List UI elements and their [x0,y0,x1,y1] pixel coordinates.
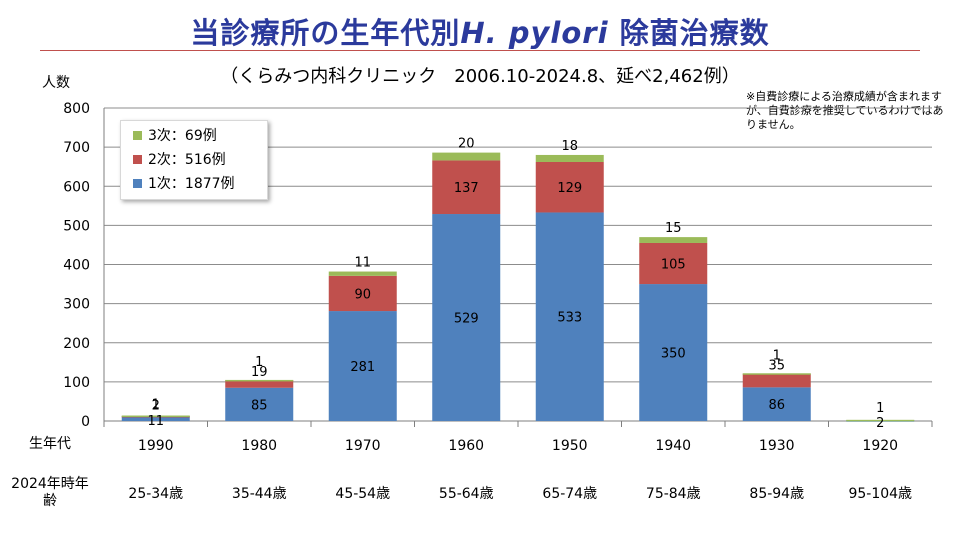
data-label: 11 [354,256,371,271]
data-label: 1 [773,348,781,363]
age-label: 35-44歳 [232,486,287,502]
data-label: 129 [557,181,582,196]
age-label: 45-54歳 [335,486,390,502]
bar-segment [328,271,397,276]
data-label: 529 [454,312,479,327]
footnote: ※自費診療による治療成績が含まれますが、自費診療を推奨しているわけではありません… [746,90,944,131]
data-label: 1 [152,398,160,413]
legend-label-3rd: 3次：69例 [148,128,217,144]
data-label: 533 [557,311,582,326]
bar-segment [639,242,708,285]
y-tick-label: 300 [63,297,90,313]
y-tick-label: 100 [63,375,90,391]
data-label: 20 [458,137,475,152]
bar-segment [225,379,294,382]
y-tick-label: 200 [63,336,90,352]
bar-segment [742,373,811,388]
age-label: 65-74歳 [542,486,597,502]
bar-segment [639,284,708,421]
chart-subtitle: （くらみつ内科クリニック 2006.10-2024.8、延べ2,462例） [220,66,740,87]
data-label: 86 [768,398,785,413]
row-label-birth-decade: 生年代 [29,436,71,452]
y-tick-label: 400 [63,258,90,274]
data-label: 105 [661,258,686,273]
y-tick-label: 600 [63,179,90,195]
legend-item-1st: 1次：1877例 [133,173,235,193]
age-label: 55-64歳 [439,486,494,502]
row-label-age: 2024年時年齢 [11,476,89,509]
x-tick-label: 1930 [759,438,795,454]
data-label: 350 [661,347,686,362]
bar-segment [742,373,811,375]
title-rule [40,50,920,51]
bar-segment [225,387,294,421]
title-italic: H. pylori [460,16,609,50]
bar-segment [535,154,604,162]
y-tick-label: 800 [63,101,90,117]
data-label: 1 [876,401,884,416]
bar-segment [432,214,501,421]
legend-swatch-2nd [133,154,142,164]
x-tick-label: 1940 [655,438,691,454]
bar-segment [535,161,604,213]
legend-label-2nd: 2次：516例 [148,152,226,168]
age-label: 85-94歳 [749,486,804,502]
data-label: 281 [350,360,375,375]
legend-swatch-3rd [133,130,142,140]
age-label: 75-84歳 [646,486,701,502]
data-label: 2 [876,416,884,431]
legend-label-1st: 1次：1877例 [148,176,235,192]
data-label: 11 [147,414,164,429]
x-tick-label: 1920 [862,438,898,454]
bar-segment [121,416,190,421]
x-tick-label: 1960 [448,438,484,454]
x-tick-label: 1970 [345,438,381,454]
y-axis-unit-label: 人数 [42,75,70,91]
x-tick-label: 1990 [138,438,174,454]
data-label: 15 [665,221,682,236]
legend-item-3rd: 3次：69例 [133,125,217,145]
bar-segment [639,237,708,243]
x-tick-label: 1950 [552,438,588,454]
title-end: 除菌治療数 [619,16,770,50]
data-label: 18 [561,139,578,154]
bar-segment [432,152,501,161]
x-tick-label: 1980 [241,438,277,454]
legend-item-2nd: 2次：516例 [133,149,226,169]
bar-segment [225,380,294,388]
data-label: 35 [768,358,785,373]
data-label: 19 [251,365,268,380]
bar-segment [742,387,811,421]
y-tick-label: 500 [63,218,90,234]
title-main: 当診療所の生年代別 [190,16,461,50]
data-label: 2 [152,399,160,414]
y-tick-label: 700 [63,140,90,156]
data-label: 1 [255,355,263,370]
data-label: 137 [454,181,479,196]
bar-segment [535,212,604,421]
bar-segment [328,311,397,421]
bar-segment [121,415,190,418]
data-label: 90 [354,287,371,302]
age-label: 95-104歳 [848,486,912,502]
age-label: 25-34歳 [128,486,183,502]
chart-title: 当診療所の生年代別H. pylori 除菌治療数 [0,10,960,52]
bar-segment [328,275,397,312]
y-tick-label: 0 [81,414,90,430]
legend-swatch-1st [133,178,142,188]
data-label: 85 [251,398,268,413]
bar-segment [846,419,915,422]
bar-segment [432,160,501,215]
legend: 3次：69例 2次：516例 1次：1877例 [120,120,268,200]
